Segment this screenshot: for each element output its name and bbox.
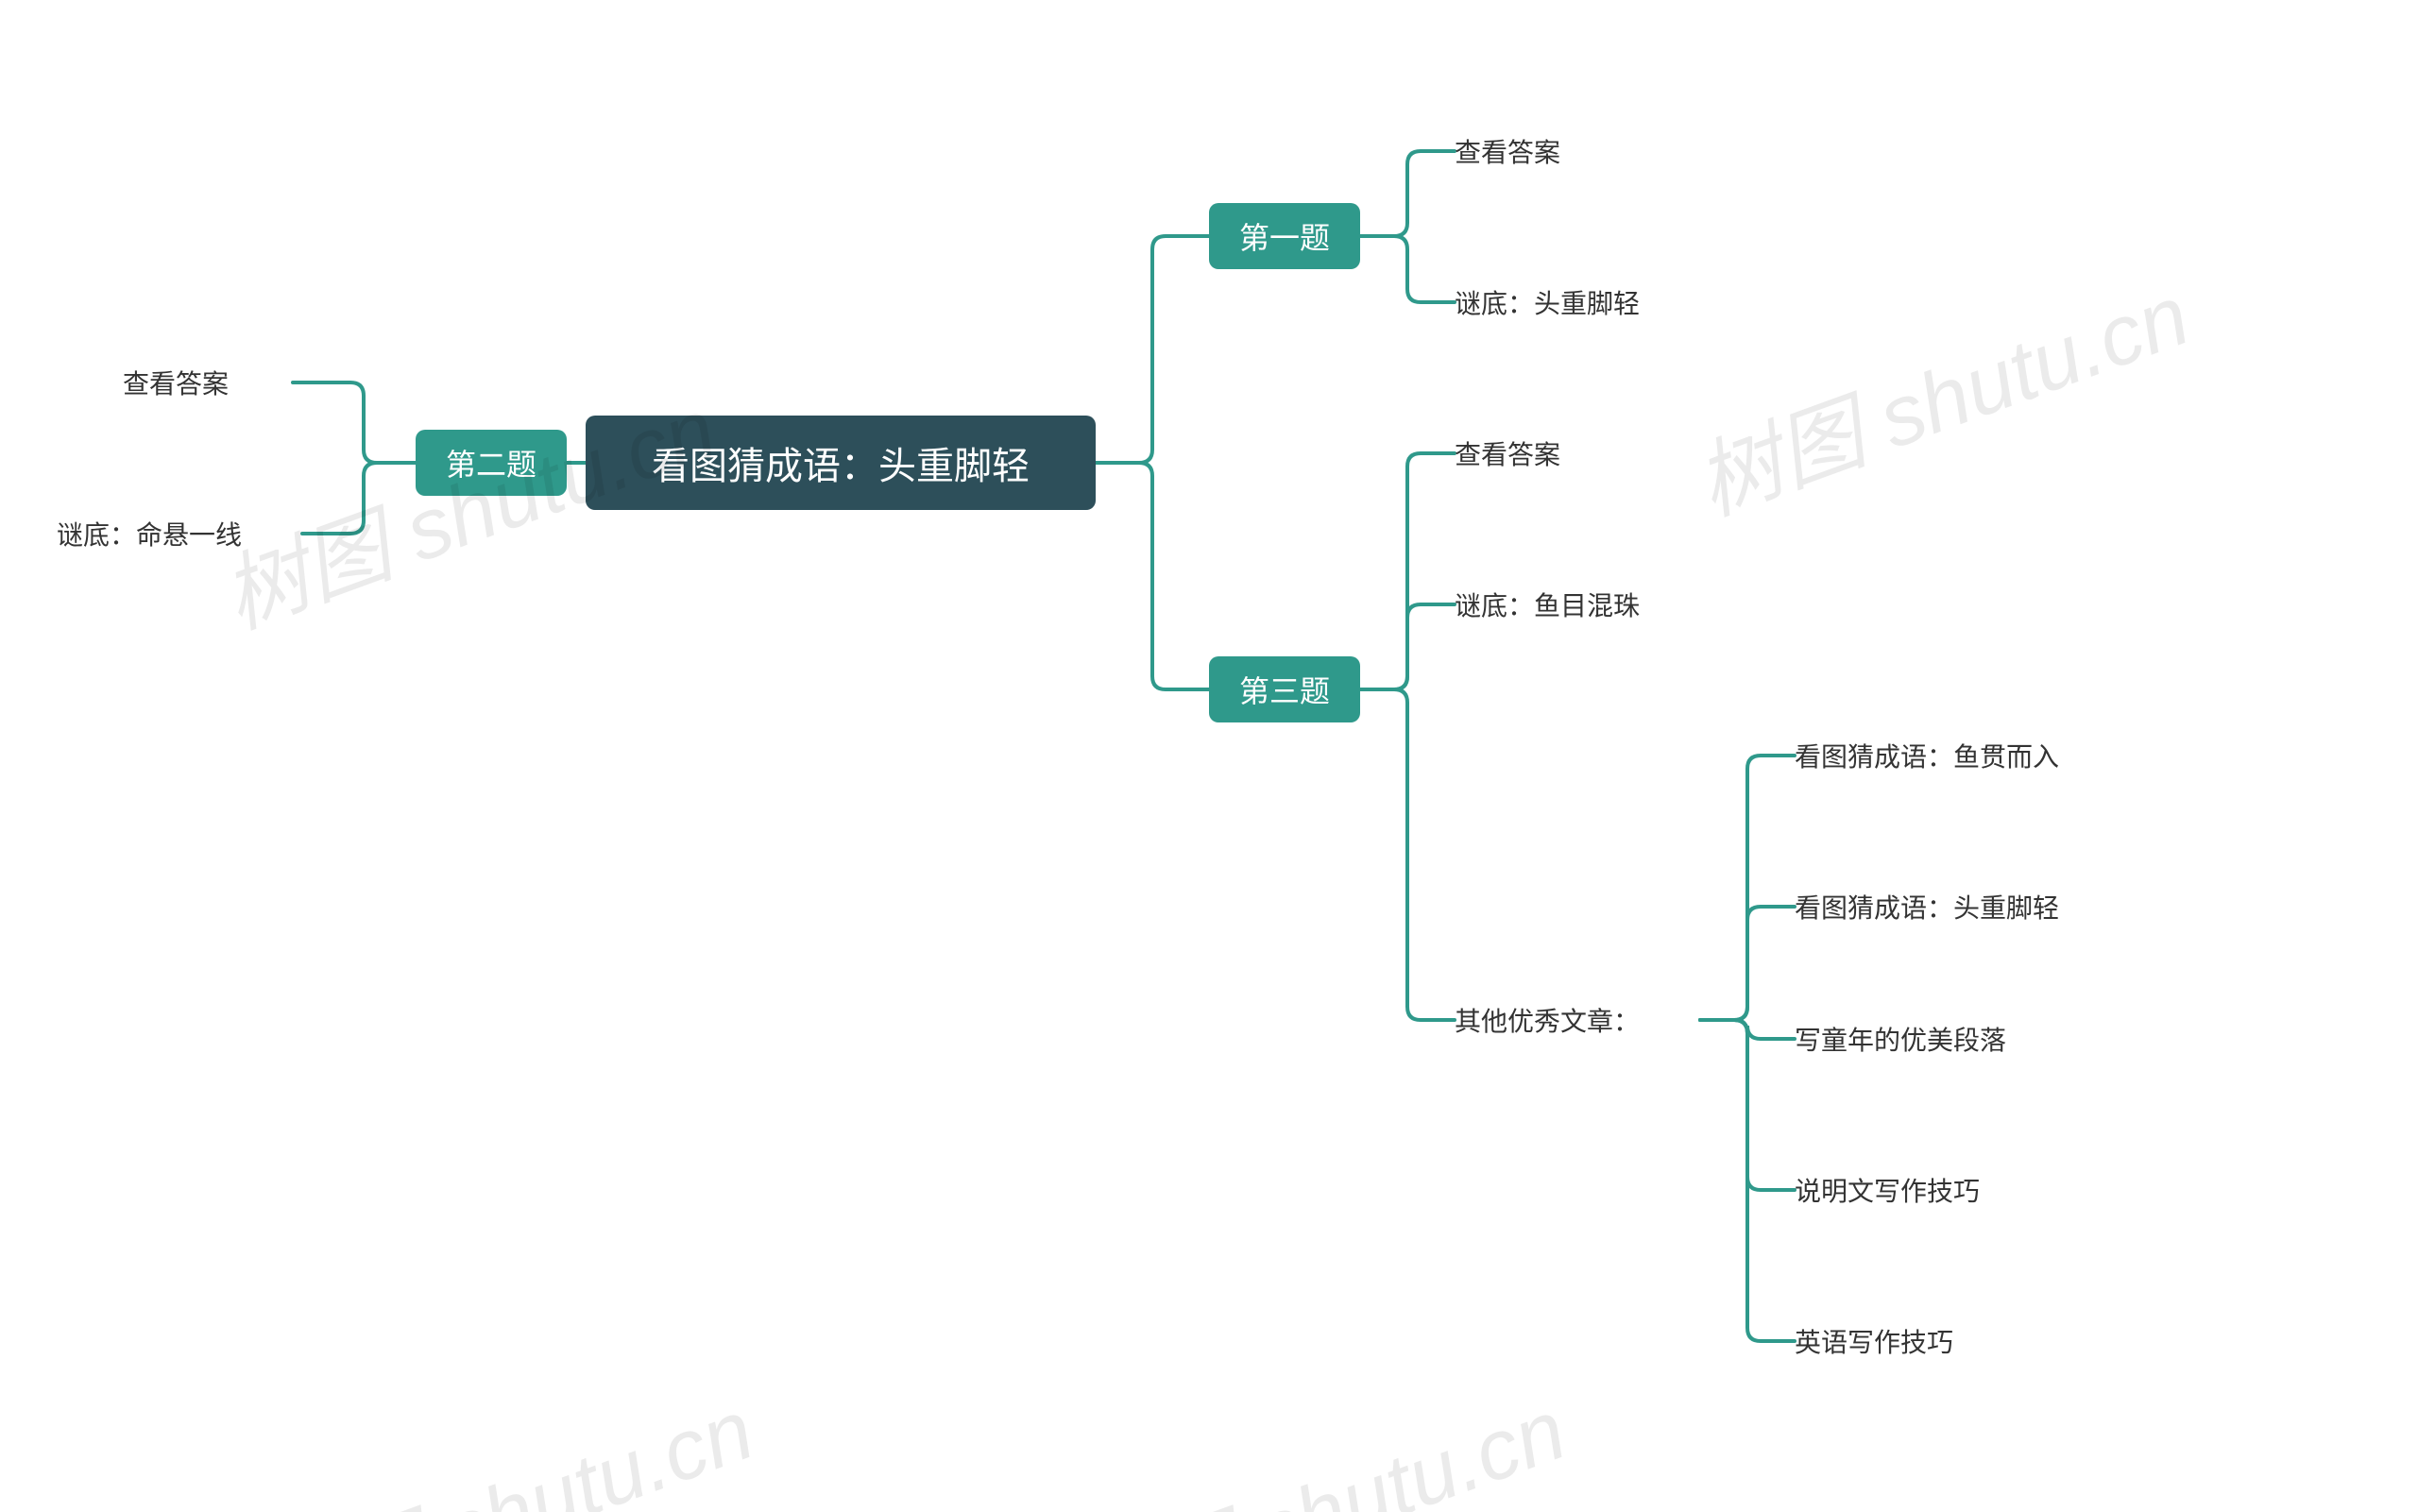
leaf-article-3[interactable]: 写童年的优美段落: [1795, 1020, 2069, 1058]
leaf-q3-other-articles[interactable]: 其他优秀文章：: [1455, 1001, 1700, 1039]
watermark: 树图 shutu.cn: [1054, 1361, 1580, 1512]
leaf-article-4[interactable]: 说明文写作技巧: [1795, 1171, 2040, 1209]
branch-question-2[interactable]: 第二题: [416, 430, 567, 496]
leaf-article-2[interactable]: 看图猜成语：头重脚轻: [1795, 888, 2116, 926]
leaf-q3-answer[interactable]: 查看答案: [1455, 434, 1625, 472]
watermark: 树图 shutu.cn: [1677, 246, 2204, 538]
leaf-q1-answer[interactable]: 查看答案: [1455, 132, 1625, 170]
branch-question-1[interactable]: 第一题: [1209, 203, 1360, 269]
watermark: 树图 shutu.cn: [242, 1361, 768, 1512]
leaf-q2-solution[interactable]: 谜底：命悬一线: [57, 515, 302, 552]
leaf-q2-answer[interactable]: 查看答案: [123, 364, 293, 401]
leaf-article-5[interactable]: 英语写作技巧: [1795, 1322, 2012, 1360]
leaf-q1-solution[interactable]: 谜底：头重脚轻: [1455, 283, 1700, 321]
leaf-q3-solution[interactable]: 谜底：鱼目混珠: [1455, 586, 1700, 623]
mindmap-root[interactable]: 看图猜成语：头重脚轻: [586, 416, 1096, 510]
branch-question-3[interactable]: 第三题: [1209, 656, 1360, 722]
leaf-article-1[interactable]: 看图猜成语：鱼贯而入: [1795, 737, 2116, 774]
